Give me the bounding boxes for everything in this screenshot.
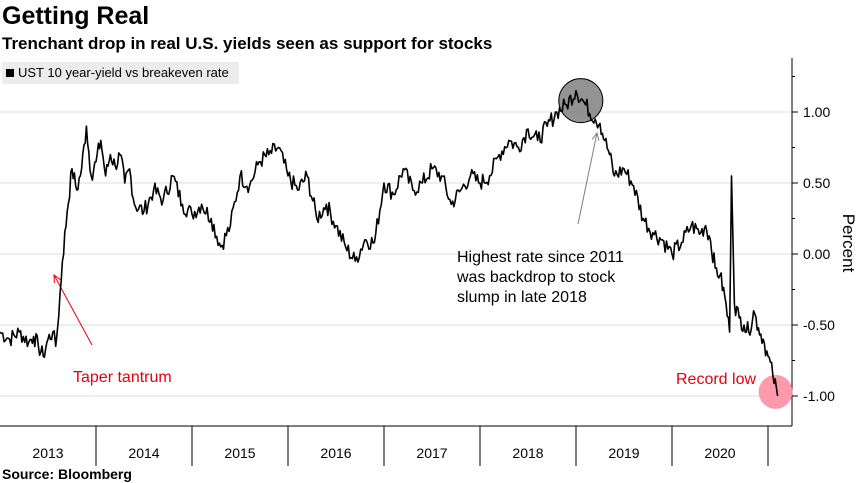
legend-label: UST 10 year-yield vs breakeven rate	[18, 65, 229, 80]
taper-arrow-head	[53, 273, 61, 284]
chart-title: Getting Real	[2, 2, 150, 30]
annotation-highest-rate-line2: was backdrop to stock	[456, 269, 616, 286]
x-tick-label: 2014	[128, 445, 159, 461]
annotation-highest-rate-line1: Highest rate since 2011	[457, 249, 624, 266]
x-tick-label: 2013	[32, 445, 63, 461]
y-tick-label: -0.50	[803, 317, 835, 333]
y-tick-label: 0.50	[803, 175, 830, 191]
x-tick-label: 2015	[224, 445, 255, 461]
y-tick-label: 1.00	[803, 104, 830, 120]
peak-arrow-head	[591, 131, 600, 141]
gridlines	[0, 111, 792, 397]
record-low-circle	[758, 374, 793, 409]
y-tick-label: 0.00	[803, 246, 830, 262]
y-axis: 1.00 0.50 0.00 -0.50 -1.00	[791, 58, 835, 426]
x-tick-label: 2018	[512, 445, 543, 461]
y-tick-label: -1.00	[803, 388, 835, 404]
annotation-record-low: Record low	[676, 371, 756, 388]
source-note: Source: Bloomberg	[2, 466, 132, 482]
x-tick-label: 2019	[608, 445, 639, 461]
series-line	[0, 89, 779, 397]
legend-swatch	[6, 68, 14, 77]
peak-arrow	[577, 132, 598, 225]
annotation-highest-rate-line3: slump in late 2018	[457, 289, 587, 306]
y-axis-label: Percent	[839, 214, 858, 273]
x-axis: 2013 2014 2015 2016 2017 2018 2019 2020	[0, 425, 792, 466]
x-tick-label: 2020	[704, 445, 735, 461]
annotation-taper-tantrum: Taper tantrum	[73, 369, 172, 386]
legend: UST 10 year-yield vs breakeven rate	[2, 62, 239, 84]
x-tick-label: 2017	[416, 445, 447, 461]
chart-subtitle: Trenchant drop in real U.S. yields seen …	[2, 34, 493, 53]
x-tick-label: 2016	[320, 445, 351, 461]
annotation-arrows	[53, 131, 600, 346]
